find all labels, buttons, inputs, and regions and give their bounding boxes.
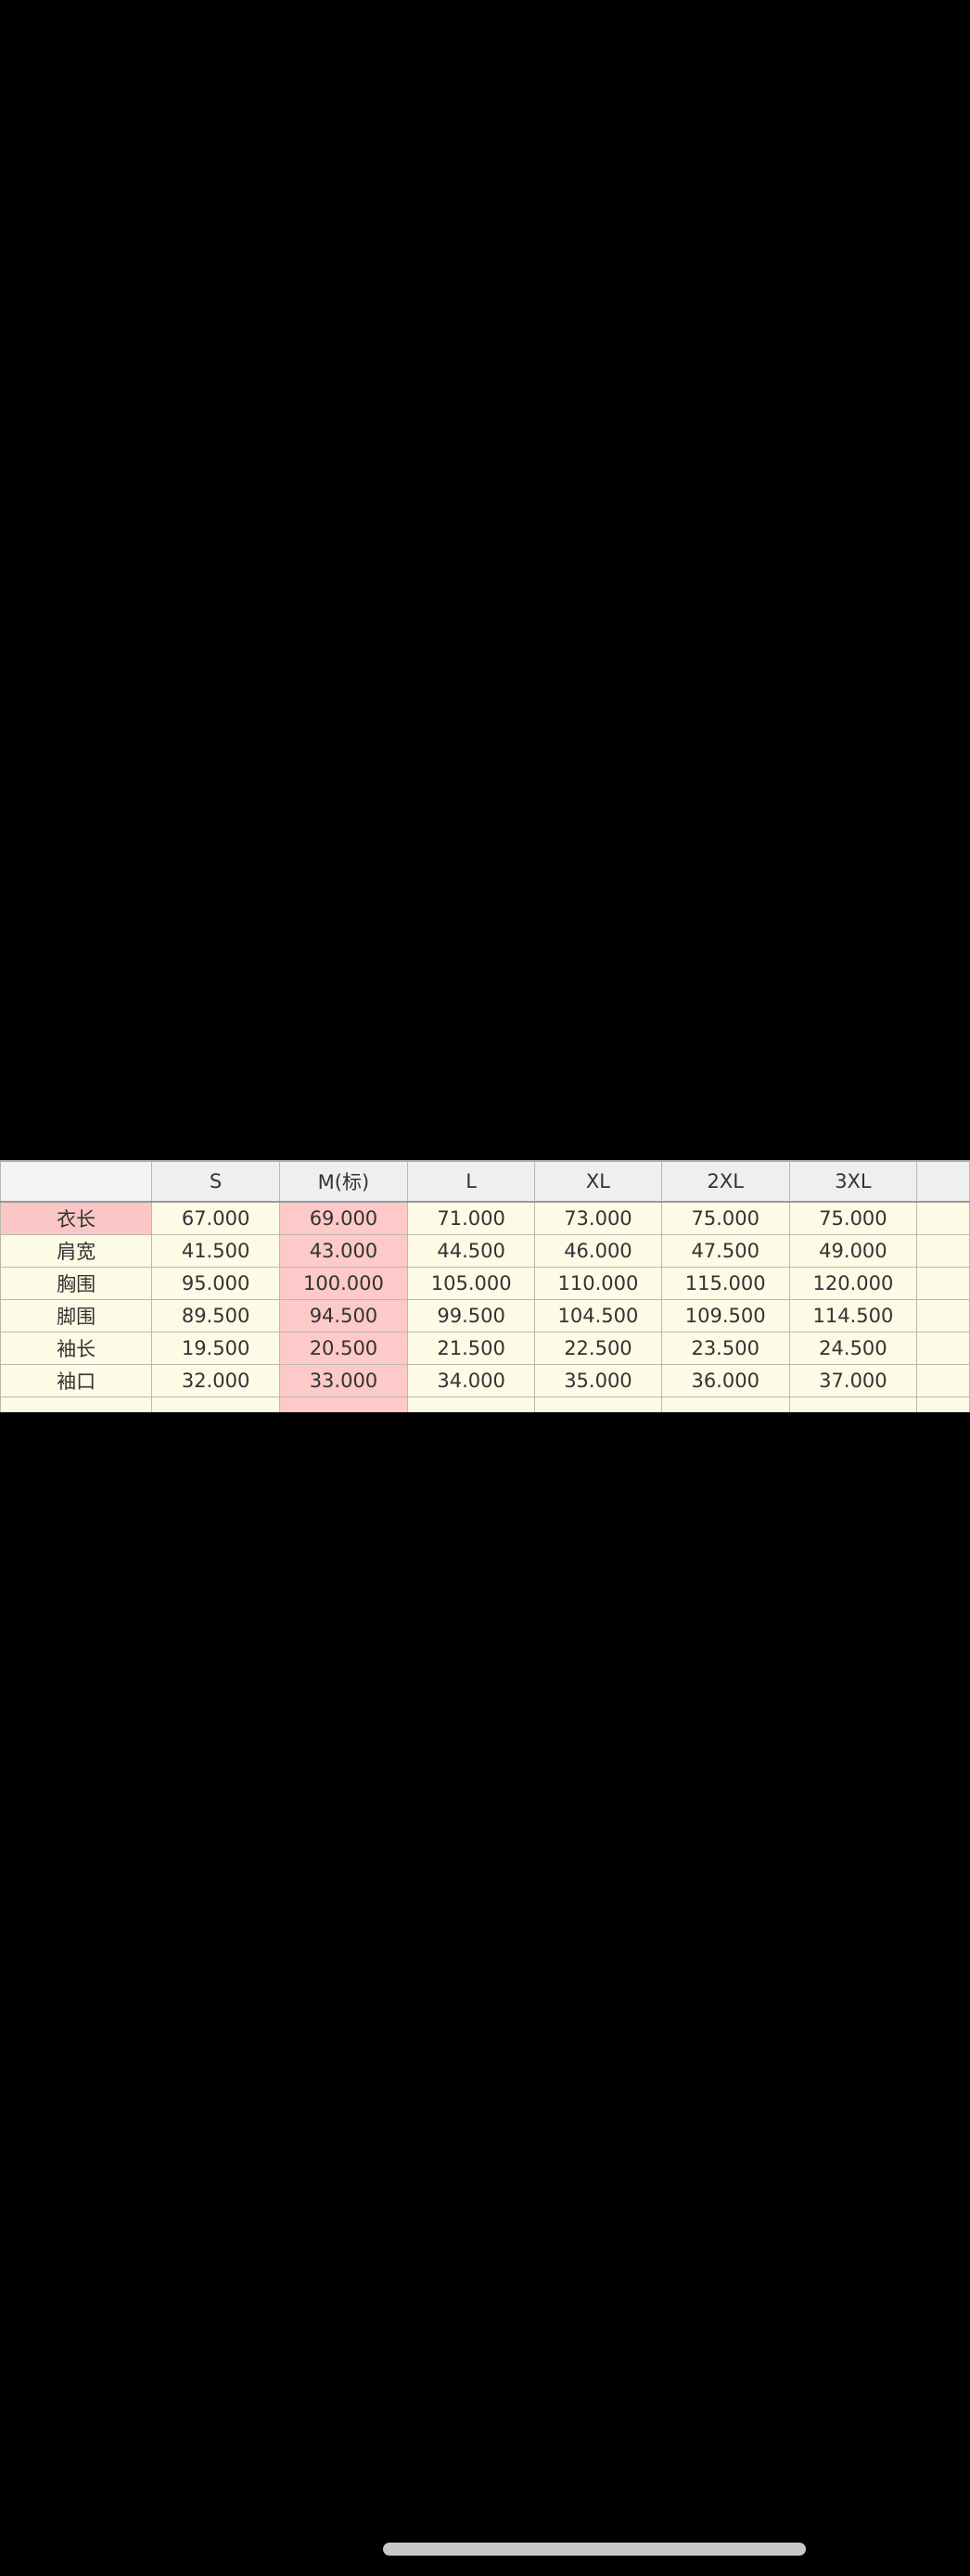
table-cell[interactable]: 95.000	[151, 1267, 280, 1300]
table-cell[interactable]: 36.000	[660, 1364, 790, 1397]
table-cell[interactable]: 37.000	[788, 1364, 918, 1397]
table-row: 袖长 19.500 20.500 21.500 22.500 23.500 24.500	[0, 1332, 970, 1365]
table-cell[interactable]	[660, 1396, 790, 1412]
table-cell[interactable]: 69.000	[278, 1201, 409, 1235]
table-cell[interactable]	[916, 1234, 970, 1268]
corner-header[interactable]	[0, 1160, 153, 1203]
table-cell[interactable]: 115.000	[660, 1267, 790, 1300]
table-cell[interactable]: 47.500	[660, 1234, 790, 1268]
size-table: S M(标) L XL 2XL 3XL 衣长 67.000 69.000 71.000 73.00…	[0, 1160, 970, 1412]
table-cell[interactable]: 21.500	[407, 1332, 536, 1365]
column-header[interactable]: L	[407, 1160, 536, 1203]
table-cell[interactable]: 24.500	[788, 1332, 918, 1365]
table-cell[interactable]: 114.500	[788, 1299, 918, 1333]
table-row: 胸围 95.000 100.000 105.000 110.000 115.000 120.…	[0, 1267, 970, 1300]
column-header[interactable]: 3XL	[788, 1160, 918, 1203]
column-header[interactable]	[916, 1160, 970, 1203]
row-label[interactable]	[0, 1396, 153, 1412]
table-cell[interactable]: 44.500	[407, 1234, 536, 1268]
table-cell[interactable]	[278, 1396, 409, 1412]
table-cell[interactable]	[916, 1299, 970, 1333]
row-label[interactable]: 袖口	[0, 1364, 153, 1397]
table-cell[interactable]: 71.000	[407, 1201, 536, 1235]
table-cell[interactable]: 75.000	[788, 1201, 918, 1235]
table-row: 衣长 67.000 69.000 71.000 73.000 75.000 75.000	[0, 1201, 970, 1235]
row-label[interactable]: 袖长	[0, 1332, 153, 1365]
column-header[interactable]: XL	[534, 1160, 662, 1203]
table-cell[interactable]: 104.500	[534, 1299, 662, 1333]
table-cell[interactable]: 99.500	[407, 1299, 536, 1333]
column-header[interactable]: 2XL	[660, 1160, 790, 1203]
table-cell[interactable]: 110.000	[534, 1267, 662, 1300]
table-cell[interactable]: 105.000	[407, 1267, 536, 1300]
table-cell[interactable]	[916, 1396, 970, 1412]
table-cell[interactable]	[534, 1396, 662, 1412]
home-indicator[interactable]	[383, 2543, 806, 2556]
table-cell[interactable]: 34.000	[407, 1364, 536, 1397]
table-cell[interactable]	[788, 1396, 918, 1412]
table-cell[interactable]: 23.500	[660, 1332, 790, 1365]
column-header[interactable]: M(标)	[278, 1160, 409, 1203]
table-cell[interactable]: 41.500	[151, 1234, 280, 1268]
table-cell[interactable]	[916, 1267, 970, 1300]
table-cell[interactable]: 35.000	[534, 1364, 662, 1397]
table-cell[interactable]	[151, 1396, 280, 1412]
table-cell[interactable]	[916, 1201, 970, 1235]
table-cell[interactable]: 75.000	[660, 1201, 790, 1235]
table-cell[interactable]: 22.500	[534, 1332, 662, 1365]
table-cell[interactable]: 109.500	[660, 1299, 790, 1333]
table-cell[interactable]: 43.000	[278, 1234, 409, 1268]
table-cell[interactable]: 19.500	[151, 1332, 280, 1365]
table-cell[interactable]: 100.000	[278, 1267, 409, 1300]
table-cell[interactable]: 49.000	[788, 1234, 918, 1268]
row-label[interactable]: 胸围	[0, 1267, 153, 1300]
header-row: S M(标) L XL 2XL 3XL	[0, 1160, 970, 1203]
table-cell[interactable]: 32.000	[151, 1364, 280, 1397]
table-cell[interactable]: 67.000	[151, 1201, 280, 1235]
table-cell[interactable]: 20.500	[278, 1332, 409, 1365]
table-cell[interactable]: 73.000	[534, 1201, 662, 1235]
table-cell[interactable]: 89.500	[151, 1299, 280, 1333]
table-cell[interactable]: 120.000	[788, 1267, 918, 1300]
table-cell[interactable]	[916, 1364, 970, 1397]
row-label[interactable]: 衣长	[0, 1201, 153, 1235]
table-row: 袖口 32.000 33.000 34.000 35.000 36.000 37.000	[0, 1364, 970, 1397]
column-header[interactable]: S	[151, 1160, 280, 1203]
table-row: 肩宽 41.500 43.000 44.500 46.000 47.500 49.000	[0, 1234, 970, 1268]
table-row: 脚围 89.500 94.500 99.500 104.500 109.500 114.50…	[0, 1299, 970, 1333]
table-cell[interactable]	[407, 1396, 536, 1412]
table-cell[interactable]: 94.500	[278, 1299, 409, 1333]
row-label[interactable]: 脚围	[0, 1299, 153, 1333]
table-cell[interactable]	[916, 1332, 970, 1365]
row-label[interactable]: 肩宽	[0, 1234, 153, 1268]
size-chart-spreadsheet: S M(标) L XL 2XL 3XL 衣长 67.000 69.000 71.000 73.00…	[0, 1160, 970, 1412]
table-cell[interactable]: 33.000	[278, 1364, 409, 1397]
table-cell[interactable]: 46.000	[534, 1234, 662, 1268]
table-row	[0, 1396, 970, 1412]
